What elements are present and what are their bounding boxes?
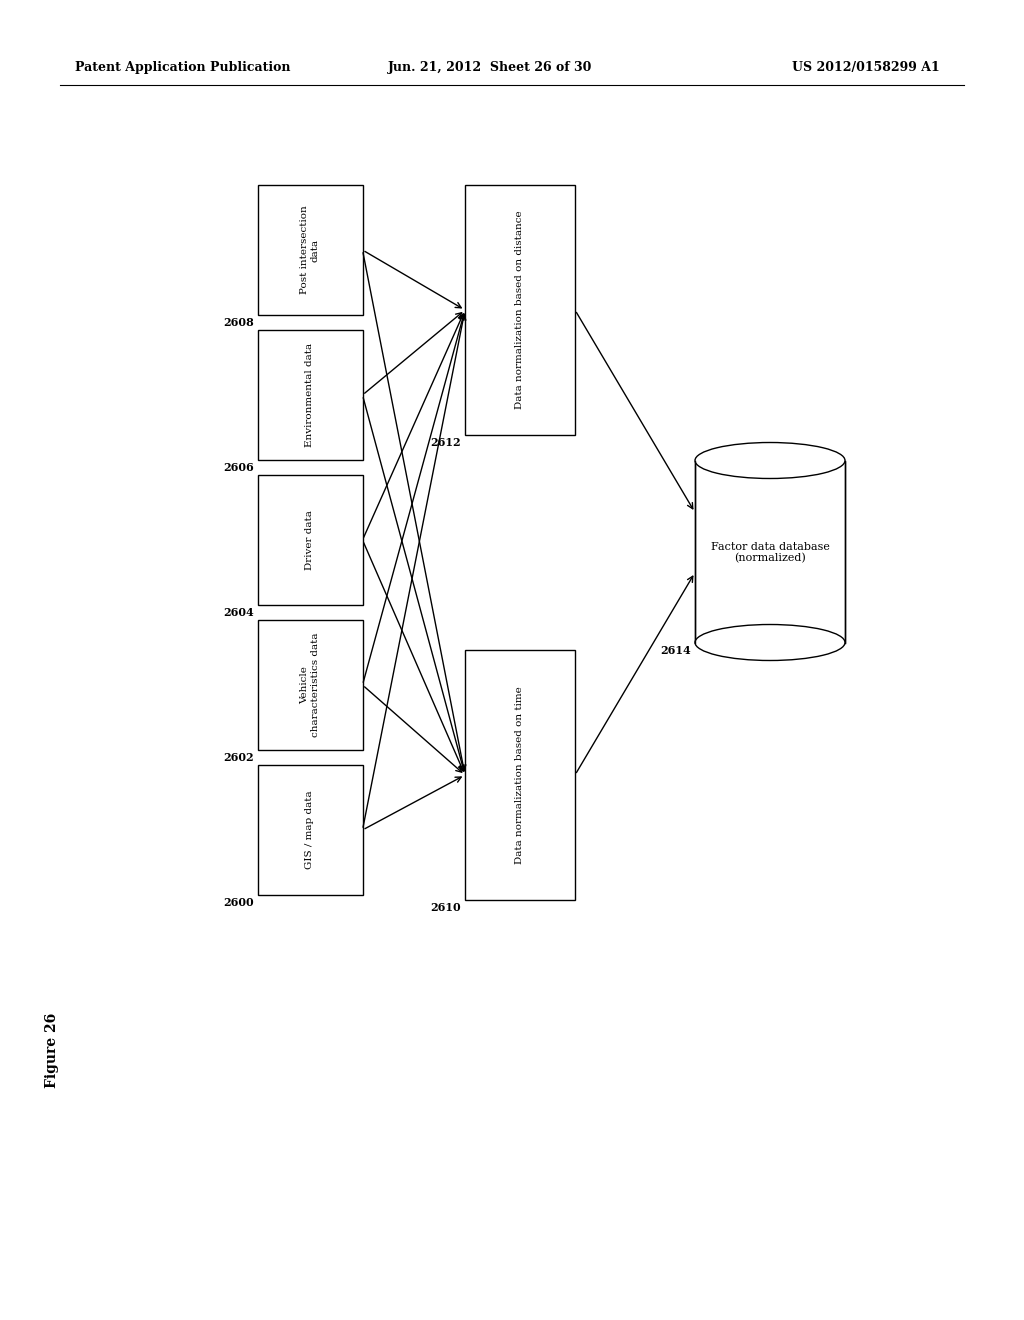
Text: 2604: 2604 xyxy=(223,607,254,618)
Text: 2600: 2600 xyxy=(223,898,254,908)
FancyBboxPatch shape xyxy=(257,185,362,315)
Text: Patent Application Publication: Patent Application Publication xyxy=(75,62,291,74)
Text: Post intersection
data: Post intersection data xyxy=(300,206,319,294)
FancyBboxPatch shape xyxy=(257,330,362,459)
FancyBboxPatch shape xyxy=(257,620,362,750)
Text: Jun. 21, 2012  Sheet 26 of 30: Jun. 21, 2012 Sheet 26 of 30 xyxy=(388,62,592,74)
Text: Vehicle
characteristics data: Vehicle characteristics data xyxy=(300,632,319,738)
Text: 2614: 2614 xyxy=(660,644,691,656)
Text: GIS / map data: GIS / map data xyxy=(305,791,314,870)
Text: Data normalization based on distance: Data normalization based on distance xyxy=(515,211,524,409)
FancyBboxPatch shape xyxy=(465,649,575,900)
Text: 2612: 2612 xyxy=(430,437,461,447)
Text: Figure 26: Figure 26 xyxy=(45,1012,59,1088)
Text: 2602: 2602 xyxy=(223,752,254,763)
FancyBboxPatch shape xyxy=(257,766,362,895)
Text: 2608: 2608 xyxy=(223,317,254,327)
Text: Driver data: Driver data xyxy=(305,510,314,570)
Text: 2606: 2606 xyxy=(223,462,254,473)
FancyBboxPatch shape xyxy=(257,475,362,605)
Text: Environmental data: Environmental data xyxy=(305,343,314,447)
Bar xyxy=(695,461,845,643)
Text: Factor data database
(normalized): Factor data database (normalized) xyxy=(711,541,829,564)
Text: 2610: 2610 xyxy=(430,902,461,913)
Text: Data normalization based on time: Data normalization based on time xyxy=(515,686,524,863)
Ellipse shape xyxy=(695,624,845,660)
Ellipse shape xyxy=(695,442,845,479)
Text: US 2012/0158299 A1: US 2012/0158299 A1 xyxy=(793,62,940,74)
FancyBboxPatch shape xyxy=(465,185,575,436)
